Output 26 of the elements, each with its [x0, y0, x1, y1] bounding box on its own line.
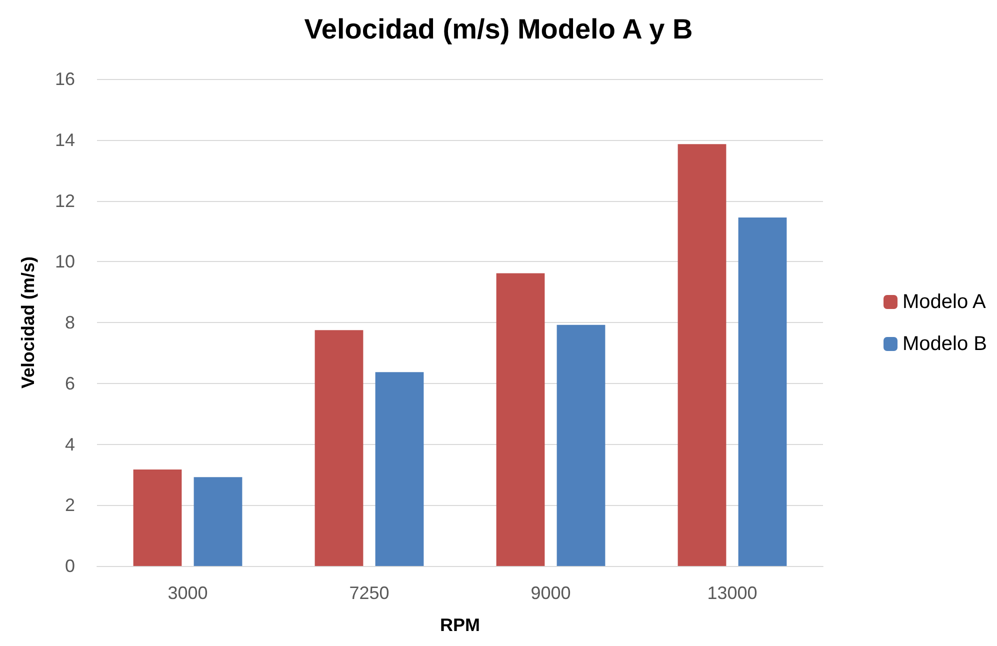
- x-tick-label: 3000: [168, 583, 208, 603]
- bar: [194, 477, 242, 566]
- y-tick-label: 2: [64, 495, 75, 516]
- y-tick-label: 8: [64, 312, 75, 332]
- x-axis-title: RPM: [440, 615, 480, 635]
- y-tick-label: 16: [54, 69, 75, 89]
- x-tick-label: 9000: [530, 583, 571, 603]
- y-tick-label: 10: [54, 252, 75, 272]
- bar: [314, 330, 364, 566]
- y-tick-label: 6: [64, 373, 75, 394]
- bar: [496, 273, 545, 566]
- x-tick-label: 7250: [349, 583, 390, 603]
- y-tick-label: 4: [64, 434, 75, 454]
- y-tick-label: 0: [64, 556, 75, 576]
- legend-label: Modelo A: [902, 291, 987, 313]
- bar: [375, 372, 424, 566]
- legend-label: Modelo B: [902, 333, 988, 355]
- x-tick-label: 13000: [707, 583, 758, 603]
- bar: [556, 324, 606, 566]
- bar: [133, 470, 182, 566]
- bar: [678, 144, 726, 566]
- bar: [738, 217, 787, 566]
- y-tick-label: 12: [54, 190, 75, 211]
- y-axis-title: Velocidad (m/s): [18, 256, 38, 389]
- chart-title: Velocidad (m/s) Modelo A y B: [304, 14, 693, 44]
- y-tick-label: 14: [54, 130, 75, 150]
